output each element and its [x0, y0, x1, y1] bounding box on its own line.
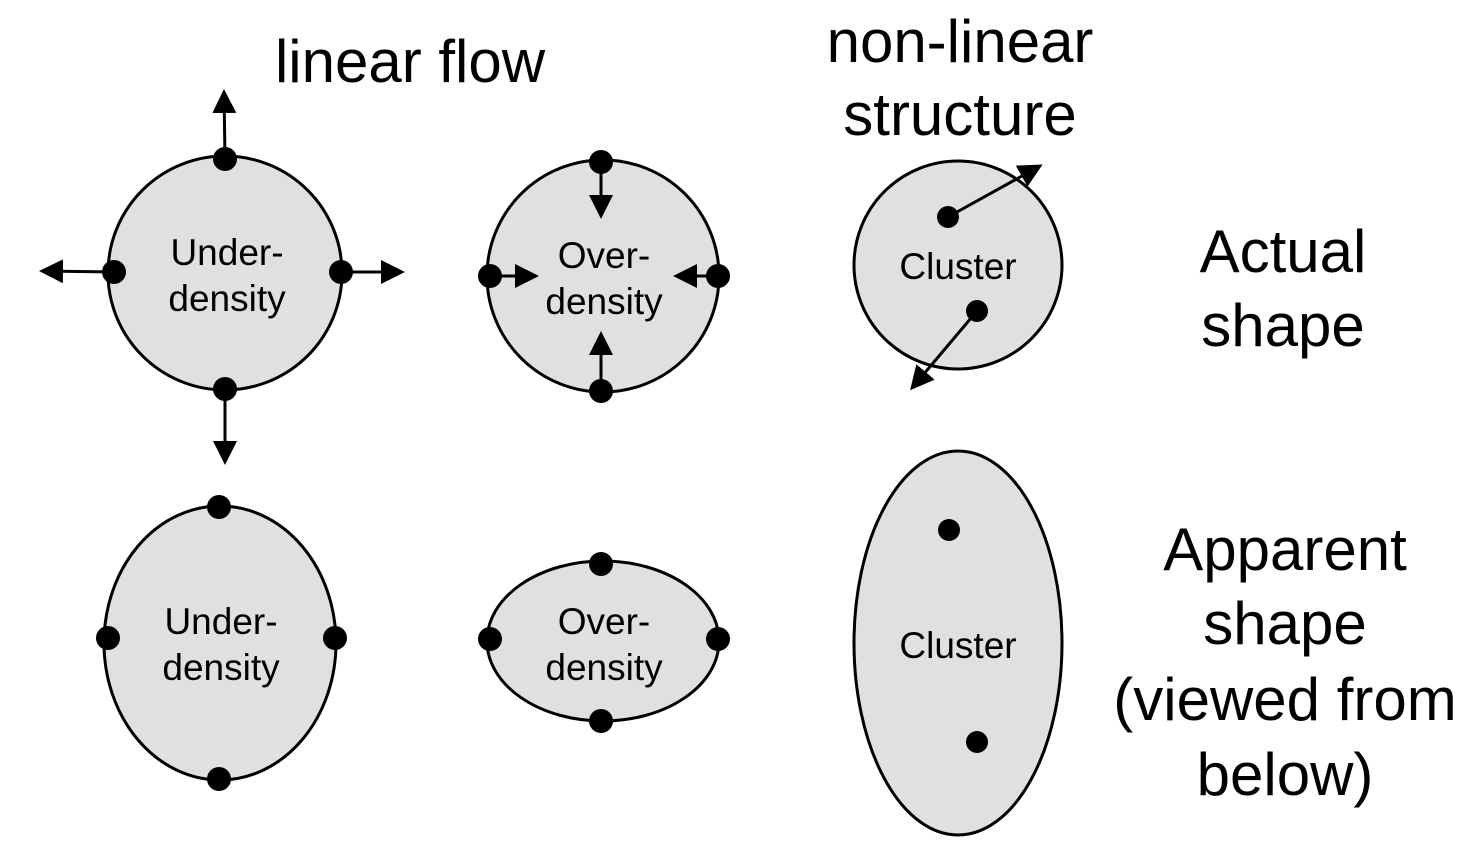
dot-left — [478, 264, 502, 288]
underdensity-actual-circle — [106, 154, 344, 392]
label-viewed-from: (viewed from — [1113, 666, 1456, 733]
dot-bottom — [589, 379, 613, 403]
dot-right — [706, 627, 730, 651]
dot-top — [207, 495, 231, 519]
dot-top — [589, 552, 613, 576]
underdensity-apparent: Under- density — [96, 495, 347, 791]
overdensity-apparent-label-2: density — [545, 647, 663, 688]
underdensity-actual-label-1: Under- — [170, 232, 283, 273]
arrow-up-right — [947, 164, 1043, 219]
overdensity-actual: Over- density — [478, 150, 730, 403]
label-below: below) — [1197, 741, 1374, 808]
arrow-down-left — [910, 310, 979, 391]
dot-bottom — [589, 709, 613, 733]
label-apparent-shape: shape — [1203, 590, 1366, 657]
dot-bottom — [207, 767, 231, 791]
underdensity-actual: Under- density — [39, 89, 405, 465]
dot-bottom — [213, 377, 237, 401]
overdensity-apparent-label-1: Over- — [558, 601, 651, 642]
cluster-apparent-ellipse — [852, 449, 1064, 837]
heading-structure: structure — [843, 81, 1076, 148]
arrow-left — [39, 259, 115, 284]
cluster-actual-label: Cluster — [899, 246, 1016, 287]
dot-upper — [937, 206, 959, 228]
dot-right — [329, 260, 353, 284]
label-actual-shape: shape — [1201, 292, 1364, 359]
dot-right — [323, 626, 347, 650]
dot-right — [706, 264, 730, 288]
cluster-actual: Cluster — [852, 159, 1064, 391]
dot-top — [589, 150, 613, 174]
dot-upper — [938, 519, 960, 541]
dot-left — [96, 626, 120, 650]
underdensity-actual-label-2: density — [168, 278, 286, 319]
underdensity-apparent-label-1: Under- — [164, 601, 277, 642]
overdensity-apparent: Over- density — [478, 552, 730, 733]
cluster-apparent: Cluster — [852, 449, 1064, 837]
label-actual: Actual — [1200, 218, 1367, 285]
dot-top — [213, 147, 237, 171]
cluster-apparent-label: Cluster — [899, 625, 1016, 666]
heading-non-linear: non-linear — [827, 8, 1094, 75]
overdensity-actual-label-2: density — [545, 281, 663, 322]
dot-left — [102, 260, 126, 284]
dot-left — [478, 627, 502, 651]
dot-lower — [966, 300, 988, 322]
cluster-actual-circle — [852, 159, 1064, 371]
overdensity-actual-label-1: Over- — [558, 235, 651, 276]
underdensity-apparent-label-2: density — [162, 647, 280, 688]
heading-linear-flow: linear flow — [275, 28, 546, 95]
underdensity-apparent-ellipse — [102, 504, 338, 782]
label-apparent: Apparent — [1163, 516, 1407, 583]
dot-lower — [966, 731, 988, 753]
